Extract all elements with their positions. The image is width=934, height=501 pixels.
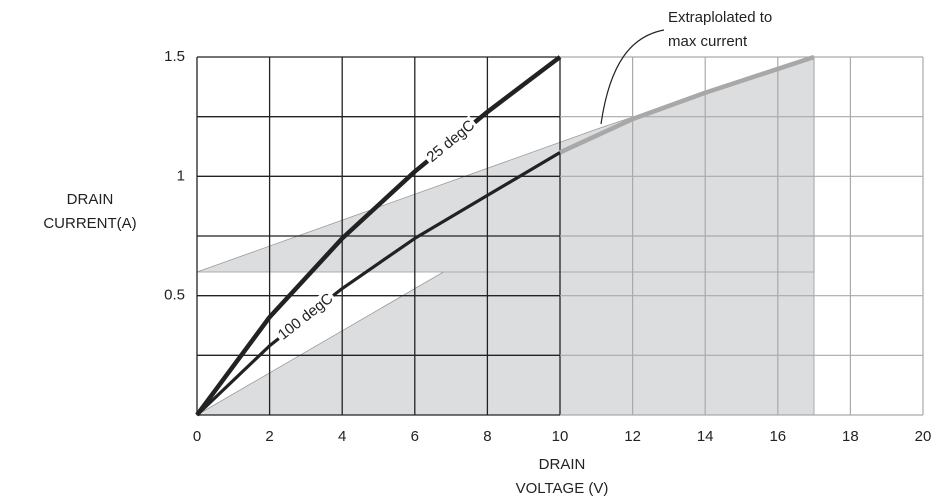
series-name: 25 degC	[423, 117, 478, 166]
annotation-leader	[600, 29, 665, 125]
x-axis-label: DRAIN	[539, 456, 586, 473]
x-axis-label: VOLTAGE (V)	[516, 480, 609, 497]
series-line	[195, 55, 562, 417]
x-tick-label: 14	[697, 428, 714, 445]
label-background	[273, 288, 339, 345]
y-axis-label: DRAIN	[67, 191, 114, 208]
x-tick-label: 20	[915, 428, 932, 445]
series-label: 100 degC	[273, 288, 339, 345]
x-tick-label: 4	[338, 428, 346, 445]
annotation: Extraplolated to	[668, 9, 772, 26]
x-tick-label: 16	[769, 428, 786, 445]
x-tick-label: 18	[842, 428, 859, 445]
lines	[195, 54, 815, 417]
series-label: 25 degC	[421, 115, 480, 168]
x-tick-label: 0	[193, 428, 201, 445]
annotation: max current	[668, 33, 748, 50]
x-tick-label: 6	[411, 428, 419, 445]
series-line	[559, 54, 815, 155]
y-axis-label: CURRENT(A)	[43, 215, 136, 232]
x-tick-label: 8	[483, 428, 491, 445]
series-name: 100 degC	[275, 290, 337, 344]
label-background	[421, 115, 480, 168]
series-line	[195, 151, 561, 417]
x-tick-label: 12	[624, 428, 641, 445]
y-tick-label: 1.5	[164, 48, 185, 65]
y-tick-label: 1	[177, 167, 185, 184]
x-tick-label: 2	[265, 428, 273, 445]
y-tick-label: 0.5	[164, 287, 185, 304]
x-tick-label: 10	[552, 428, 569, 445]
